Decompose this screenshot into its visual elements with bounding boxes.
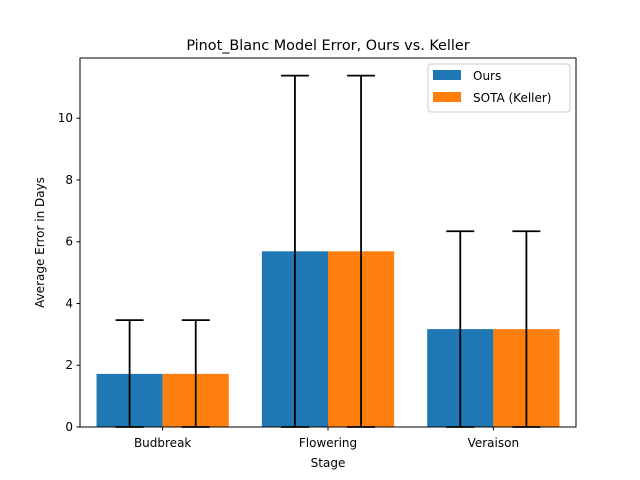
- legend: Ours SOTA (Keller): [427, 63, 571, 113]
- y-tick-label: 0: [65, 420, 73, 434]
- legend-swatch-sota: [433, 92, 461, 102]
- legend-swatch-ours: [433, 70, 461, 80]
- bars-layer: [96, 251, 560, 427]
- y-tick-label: 4: [65, 296, 73, 310]
- x-tick-label: Flowering: [299, 436, 357, 450]
- y-tick-label: 2: [65, 358, 73, 372]
- y-axis-label: Average Error in Days: [33, 177, 47, 308]
- legend-frame: [427, 63, 571, 113]
- legend-label-sota: SOTA (Keller): [473, 91, 552, 105]
- y-axis: 0 2 4 6 8 10: [58, 111, 80, 434]
- y-tick-label: 6: [65, 235, 73, 249]
- y-tick-label: 10: [58, 111, 73, 125]
- x-axis-label: Stage: [311, 456, 346, 470]
- legend-label-ours: Ours: [473, 69, 501, 83]
- x-tick-label: Budbreak: [134, 436, 191, 450]
- error-bars-layer: [115, 74, 541, 428]
- x-axis: Budbreak Flowering Veraison: [134, 427, 519, 450]
- x-tick-label: Veraison: [468, 436, 519, 450]
- chart-title: Pinot_Blanc Model Error, Ours vs. Keller: [186, 38, 469, 54]
- y-tick-label: 8: [65, 173, 73, 187]
